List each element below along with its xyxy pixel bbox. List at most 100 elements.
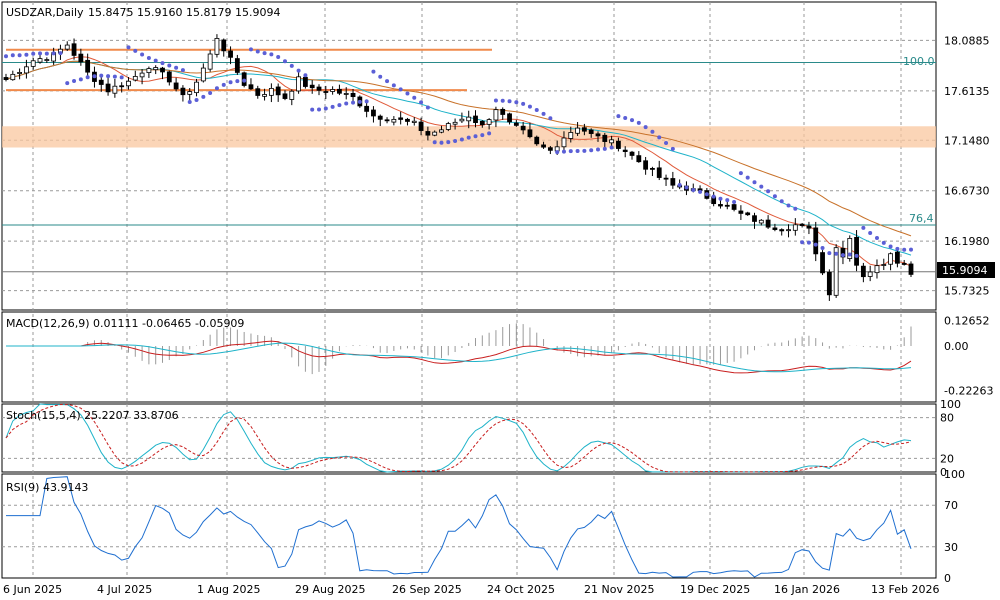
price-tick-label: 15.7325 [944,285,990,298]
sar-dot [391,83,396,88]
ohlc-readout: 15.8475 15.9160 15.8179 15.9094 [88,6,280,19]
sar-dot [78,77,83,82]
candle-body [146,68,152,73]
sar-dot [262,51,267,56]
sar-dot [17,53,22,58]
sar-dot [58,51,63,56]
moving-average-line [5,60,912,237]
candle-body [234,58,240,73]
date-tick-label: 26 Sep 2025 [392,583,462,596]
candle-body [160,67,165,73]
sar-dot [514,100,519,105]
sar-dot [609,145,614,150]
sar-dot [214,86,219,91]
candle-body [588,129,594,134]
candle-body [745,212,751,216]
sar-dot [398,87,403,92]
sar-dot [868,230,873,235]
sar-dot [357,99,362,104]
sar-dot [861,225,866,230]
candle-body [296,76,301,92]
date-tick-label: 24 Oct 2025 [487,583,555,596]
date-tick-label: 16 Jan 2026 [774,583,840,596]
sar-dot [881,240,886,245]
candle-body [541,144,546,148]
fibo-764-label: 76,4 [909,212,934,225]
fibo-100-label: 100.0 [903,55,935,68]
candle-body [411,120,417,123]
sar-dot [194,98,199,103]
sar-dot [425,105,430,110]
sar-dot [480,133,485,138]
sar-dot [670,146,675,151]
sar-dot [85,75,90,80]
macd-line [6,342,912,373]
candle-body [337,88,342,94]
candle-body [874,265,880,274]
sar-dot [772,194,777,199]
sar-dot [548,116,553,121]
macd-label: MACD(12,26,9) 0.01111 -0.06465 -0.05909 [6,317,244,330]
sar-dot [507,99,512,104]
sar-dot [303,73,308,78]
candle-body [302,76,308,87]
candle-body [262,94,267,97]
candle-body [105,83,111,93]
sar-dot [201,94,206,99]
rsi-tick-label: 0 [944,572,951,585]
candle-body [309,84,315,89]
panel-frame-rsi [1,473,937,579]
candle-body [17,72,23,74]
sar-dot [385,79,390,84]
sar-dot [289,63,294,68]
sar-dot [446,140,451,145]
sar-dot [779,199,784,204]
sar-dot [235,79,240,84]
sar-dot [589,148,594,153]
candle-body [64,44,70,50]
sar-dot [555,150,560,155]
candle-body [622,149,628,152]
candle-body [650,167,655,170]
candle-body [854,236,859,266]
candle-body [520,125,526,131]
sar-dot [677,183,682,188]
rsi-tick-label: 100 [944,468,965,481]
candle-body [758,219,764,224]
candle-body [575,127,580,134]
candle-body [24,66,29,74]
sar-dot [575,149,580,154]
candle-body [643,160,649,170]
candle-body [813,227,819,255]
candle-body [718,204,723,207]
stochastic-panel [2,403,936,473]
candle-body [166,71,172,83]
sar-dot [766,189,771,194]
candle-body [629,151,635,156]
candle-body [207,53,213,70]
sar-dot [153,58,158,63]
candle-body [221,39,227,52]
sar-dot [806,240,811,245]
sar-dot [698,189,703,194]
sar-dot [344,101,349,106]
symbol-title: USDZAR,Daily [6,6,84,19]
sar-dot [534,107,539,112]
candle-body [507,113,512,123]
date-tick-label: 6 Jun 2025 [3,583,62,596]
candle-body [214,38,220,55]
candle-body [364,105,370,112]
last-price-tag [937,262,995,278]
date-tick-label: 4 Jul 2025 [97,583,152,596]
sar-dot [248,47,253,52]
sar-dot [276,55,281,60]
candle-body [398,117,404,120]
candle-body [670,178,676,186]
candle-body [901,263,907,265]
sar-dot [330,104,335,109]
candle-body [425,131,431,136]
candle-body [724,204,730,207]
candle-body [418,121,424,131]
sar-dot [800,240,805,245]
